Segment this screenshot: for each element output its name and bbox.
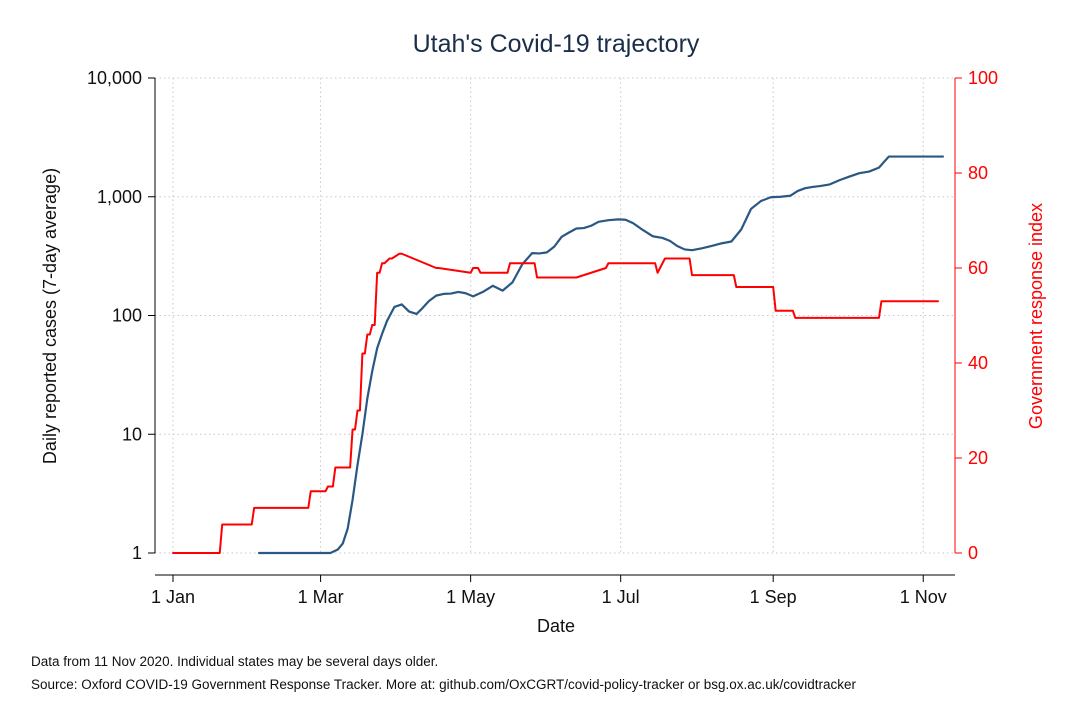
x-axis-title: Date xyxy=(537,616,575,636)
y-tick-label-right: 20 xyxy=(968,448,988,468)
y-tick-label-left: 1 xyxy=(132,543,142,563)
y-tick-label-right: 40 xyxy=(968,353,988,373)
x-tick-label: 1 Sep xyxy=(750,587,797,607)
axes: 1 10 100 1,000 10,000 0 20 40 60 80 100 1 Jan 1 Mar 1… xyxy=(87,68,998,607)
footnote-data-date: Data from 11 Nov 2020. Individual states… xyxy=(31,654,439,669)
cases-line xyxy=(257,155,945,555)
y-tick-label-left: 100 xyxy=(112,306,142,326)
x-tick-label: 1 Mar xyxy=(298,587,344,607)
response-index-line xyxy=(172,252,939,554)
y-tick-label-right: 100 xyxy=(968,68,998,88)
y-tick-label-left: 10,000 xyxy=(87,68,142,88)
y-tick-label-right: 80 xyxy=(968,163,988,183)
y-tick-label-left: 10 xyxy=(122,424,142,444)
footnote-source: Source: Oxford COVID-19 Government Respo… xyxy=(31,677,857,692)
series-lines xyxy=(172,155,945,555)
y-tick-label-right: 0 xyxy=(968,543,978,563)
grid xyxy=(155,77,955,554)
y-axis-title-right: Government response index xyxy=(1026,203,1046,429)
y-tick-label-right: 60 xyxy=(968,258,988,278)
chart-title: Utah's Covid-19 trajectory xyxy=(413,30,700,58)
x-tick-label: 1 Jul xyxy=(602,587,640,607)
y-tick-label-left: 1,000 xyxy=(97,187,142,207)
x-tick-label: 1 May xyxy=(446,587,495,607)
x-tick-label: 1 Jan xyxy=(151,587,195,607)
x-tick-label: 1 Nov xyxy=(900,587,947,607)
y-axis-title-left: Daily reported cases (7-day average) xyxy=(40,168,60,464)
